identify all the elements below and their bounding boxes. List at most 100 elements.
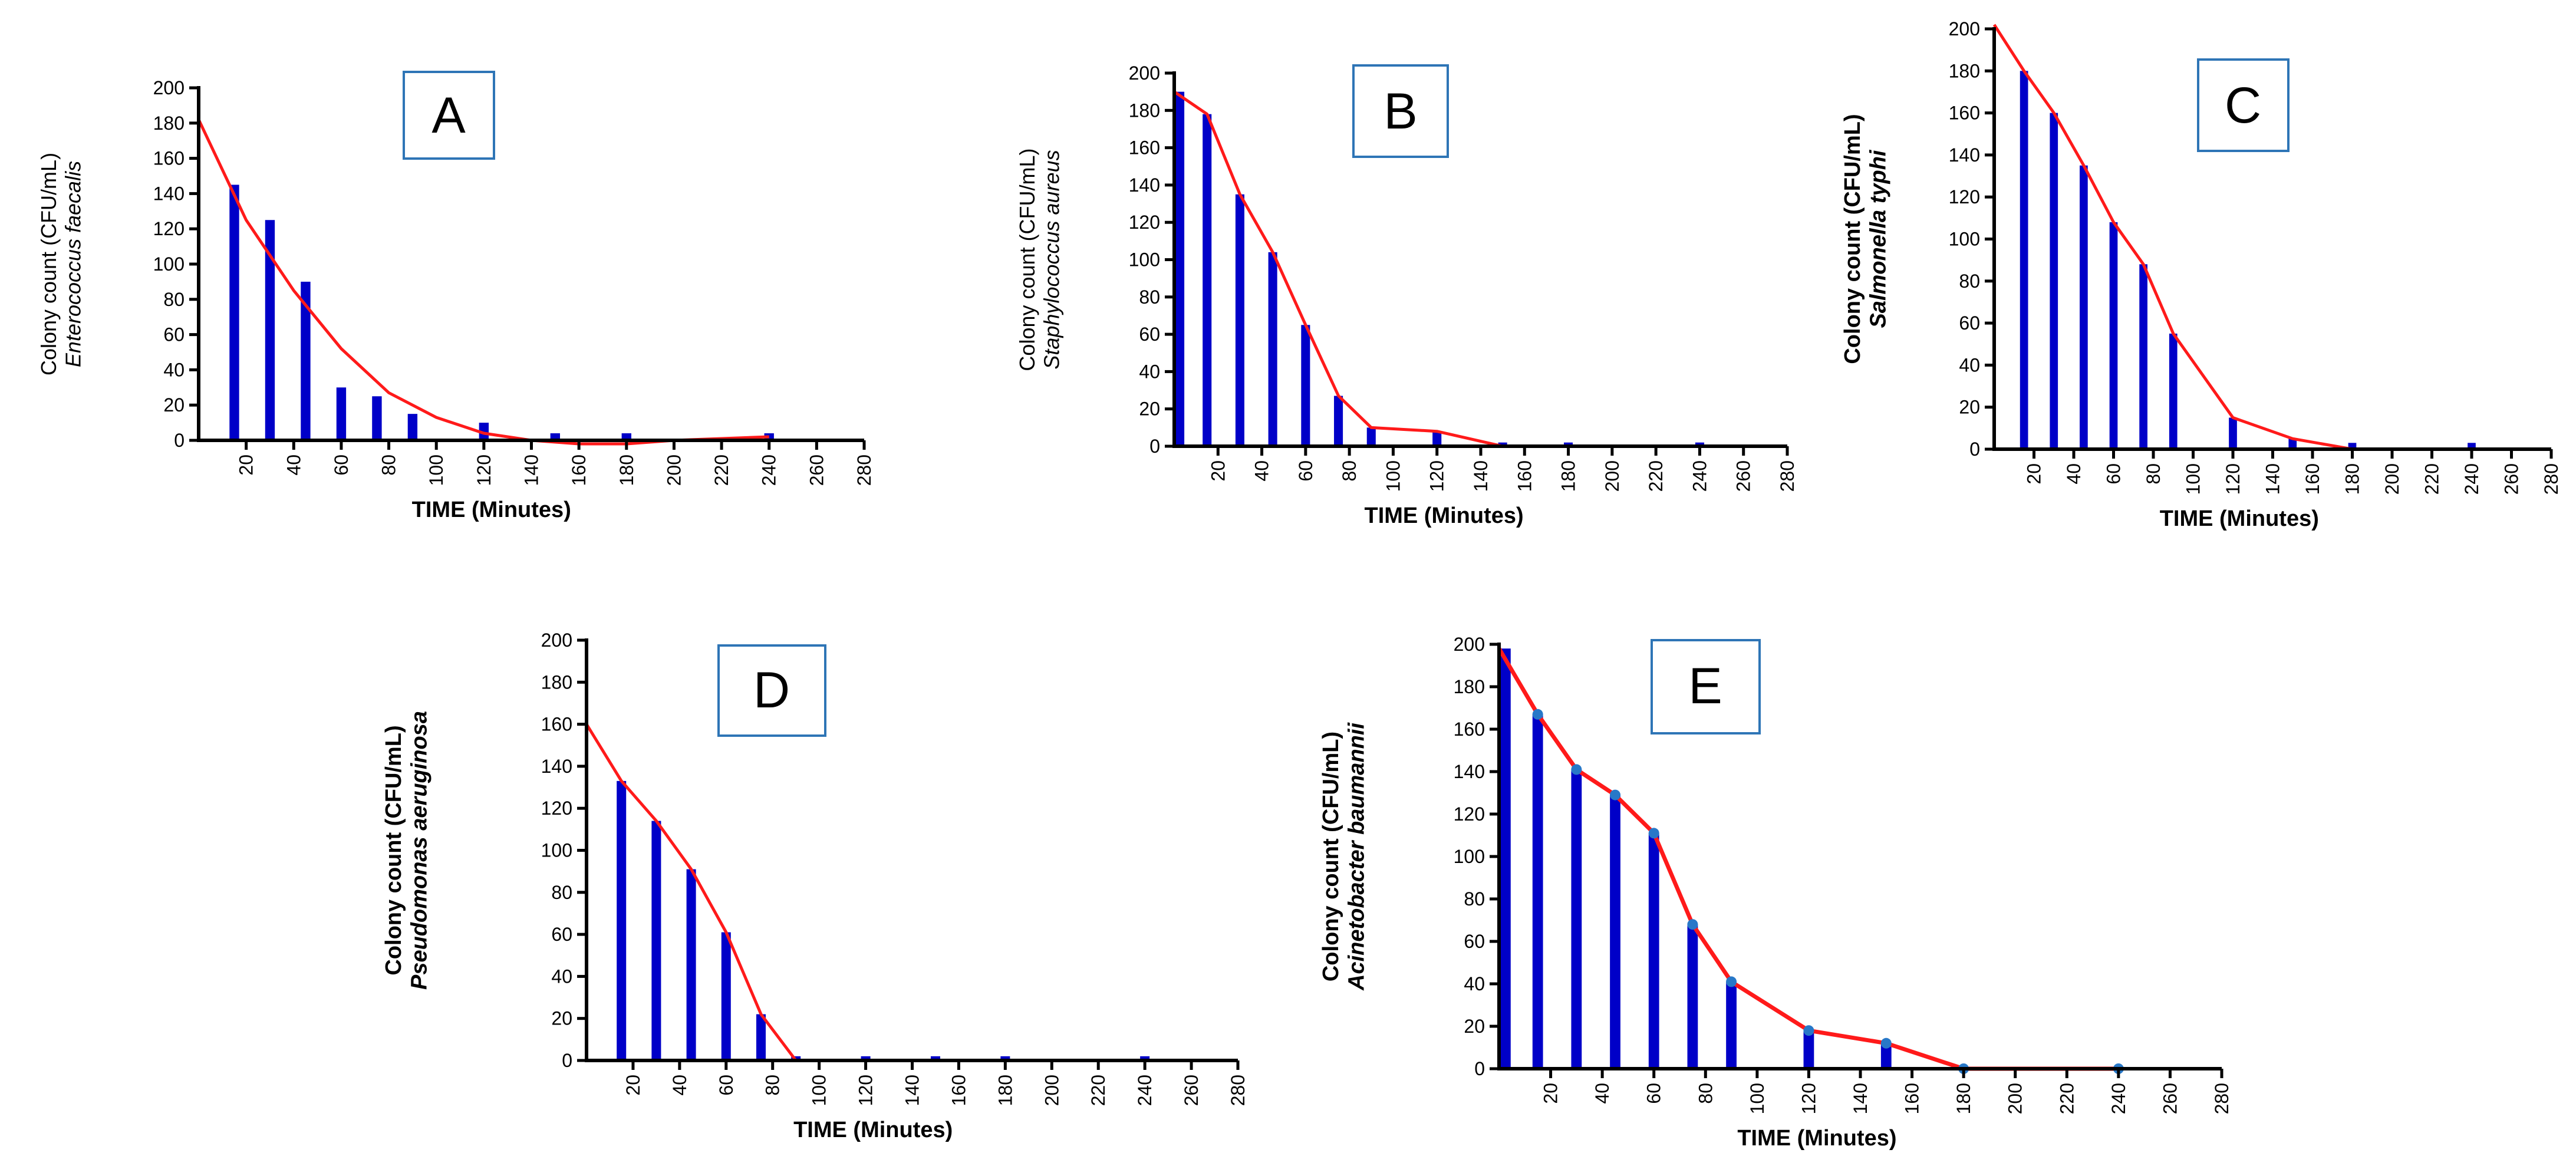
x-tick-label: 240 [759,454,780,486]
bar-b-60 [1301,325,1310,446]
y-tick-label: 200 [541,630,572,651]
bar-e-150 [1880,1043,1892,1069]
y-tick-label: 20 [163,394,185,416]
x-axis-title: TIME (Minutes) [412,498,571,522]
x-tick-label: 60 [716,1075,737,1096]
y-tick-label: 80 [1139,286,1160,308]
bar-a-180 [621,433,631,440]
bar-a-75 [372,396,382,440]
y-tick-label: 80 [551,882,572,903]
y-axis-title-line1: Colony count (CFU/mL) [381,725,406,975]
y-tick-label: 20 [1959,397,1980,418]
bar-a-120 [479,423,489,440]
y-tick-label: 60 [1959,312,1980,334]
y-tick-label: 80 [1464,888,1485,910]
panel-label: E [1688,658,1722,714]
y-tick-label: 40 [1139,361,1160,382]
bar-a-90 [407,414,418,440]
y-tick-label: 0 [1969,439,1980,460]
y-tick-label: 0 [562,1050,572,1071]
x-tick-label: 40 [669,1075,690,1096]
x-axis-title: TIME (Minutes) [1364,503,1523,528]
bar-c-240 [2468,443,2476,449]
y-axis-title: Colony count (CFU/mL)Acinetobacter bauma… [1319,722,1369,991]
x-axis-title: TIME (Minutes) [2160,506,2319,531]
x-tick-label: 180 [994,1075,1016,1106]
x-tick-label: 160 [568,454,589,486]
x-tick-label: 200 [1041,1075,1062,1106]
y-axis-title-organism: Pseudomonas aeruginosa [407,711,432,990]
x-tick-label: 220 [1645,460,1666,492]
x-tick-label: 200 [1602,460,1623,492]
y-tick-label: 80 [163,289,185,310]
x-tick-label: 180 [1953,1083,1974,1114]
bar-b-45 [1268,252,1277,446]
x-tick-label: 20 [622,1075,644,1096]
chart-panel-d: 0 20 40 60 80 100 120 140 160 180 200 20 40 60 80 100 12… [381,630,1249,1142]
chart-panel-b: 0 20 40 60 80 100 120 140 160 180 200 20 40 60 80 100 12… [1015,62,1798,528]
y-axis-title-line1: Colony count (CFU/mL) [1840,114,1865,364]
bar-e-45 [1610,795,1620,1069]
y-tick-label: 60 [1139,324,1160,345]
x-tick-label: 240 [2108,1083,2129,1114]
x-tick-label: 200 [663,454,684,486]
bar-c-30 [2050,113,2058,450]
y-tick-label: 60 [163,324,185,345]
x-tick-label: 200 [2381,463,2403,495]
y-tick-label: 80 [1959,271,1980,292]
x-tick-label: 140 [2262,463,2284,495]
bar-b-90 [1366,427,1376,446]
bar-b-120 [1432,431,1442,446]
series-line-c [1992,24,2472,451]
x-tick-label: 80 [2143,463,2164,485]
bar-b-240 [1695,442,1704,446]
y-tick-label: 40 [1959,354,1980,375]
bar-d-180 [1000,1056,1010,1060]
x-axis-title: TIME (Minutes) [793,1118,953,1142]
y-axis-title-organism: Salmonella typhi [1866,149,1891,328]
bar-c-120 [2229,417,2237,449]
chart-panel-a: 0 20 40 60 80 100 120 140 160 180 200 20 40 60 80 100 12… [37,71,875,522]
y-tick-label: 180 [1949,60,1980,81]
bar-e-15 [1532,714,1543,1069]
x-tick-label: 260 [1733,460,1754,492]
bar-d-240 [1140,1056,1150,1060]
bar-d-30 [651,821,661,1060]
bar-b-30 [1235,194,1244,446]
x-tick-label: 220 [711,454,732,486]
bar-e-30 [1571,769,1582,1069]
bar-d-120 [861,1056,871,1060]
x-tick-label: 100 [809,1075,830,1106]
chart-panel-e: 0 20 40 60 80 100 120 140 160 180 200 20 40 60 80 100 12… [1319,634,2232,1151]
bar-e-60 [1648,833,1659,1069]
x-tick-label: 280 [854,454,875,486]
x-tick-label: 280 [2541,463,2562,495]
bar-a-150 [550,433,561,440]
y-axis-title: Colony count (CFU/mL)Staphylococcus aure… [1015,148,1063,371]
panel-label-box [1352,64,1449,158]
y-axis-title-organism: Acinetobacter baumannii [1345,722,1369,991]
y-axis-title: Colony count (CFU/mL)Salmonella typhi [1840,114,1891,364]
y-tick-label: 180 [153,113,185,134]
y-tick-label: 200 [1454,634,1485,655]
bar-d-15 [617,780,627,1060]
x-tick-label: 160 [1902,1083,1923,1114]
x-tick-label: 200 [2005,1083,2026,1114]
panel-label-box [717,644,826,737]
x-tick-label: 160 [2302,463,2323,495]
x-tick-label: 60 [2103,463,2124,485]
x-tick-label: 180 [1558,460,1579,492]
panel-label: A [431,87,466,144]
x-tick-label: 20 [2024,463,2045,485]
y-axis-title-line1: Colony count (CFU/mL) [1319,732,1343,981]
x-tick-label: 280 [1777,460,1798,492]
bar-a-30 [265,220,275,440]
bar-d-60 [721,932,731,1060]
x-tick-label: 160 [948,1075,969,1106]
y-tick-label: 100 [1949,229,1980,250]
y-tick-label: 160 [541,714,572,735]
panel-label: D [753,662,790,719]
y-tick-label: 160 [1454,719,1485,740]
y-tick-label: 160 [1949,103,1980,124]
y-tick-label: 180 [1129,100,1160,121]
